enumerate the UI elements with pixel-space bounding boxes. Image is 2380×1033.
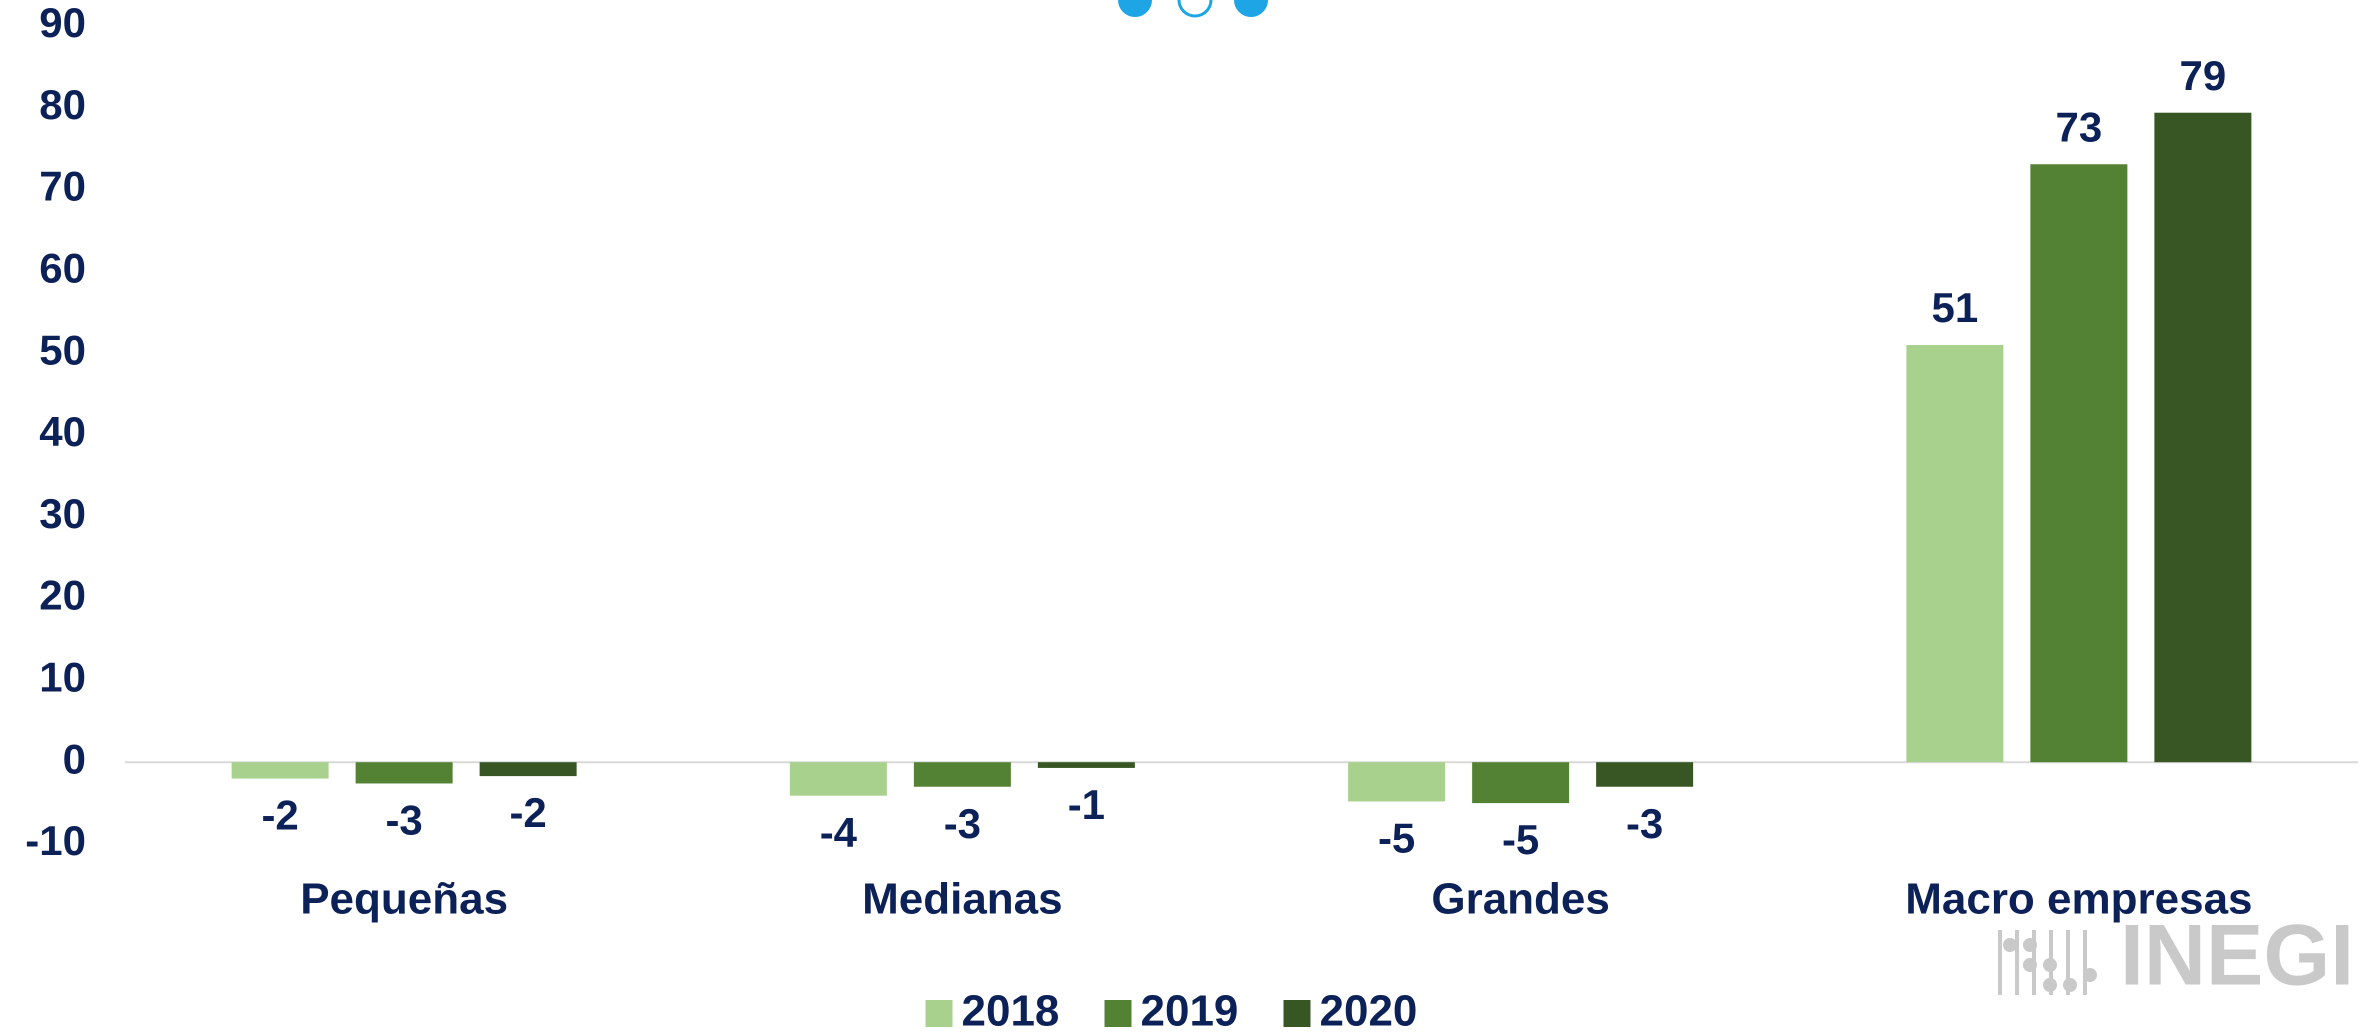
data-label: 73 (2056, 103, 2103, 150)
y-tick-label: 80 (39, 81, 86, 128)
y-tick-label: -10 (25, 817, 86, 864)
bar (2030, 164, 2128, 763)
x-tick-label: Grandes (1431, 875, 1610, 924)
bar (913, 762, 1011, 787)
bar (1037, 762, 1135, 768)
bar (231, 762, 329, 779)
bar (479, 762, 577, 777)
y-tick-label: 0 (63, 735, 86, 782)
dot[interactable] (1118, 0, 1152, 17)
y-tick-label: 50 (39, 326, 86, 373)
data-label: 51 (1932, 284, 1979, 331)
data-label: -3 (385, 797, 422, 844)
data-label: -3 (1626, 800, 1663, 847)
x-tick-label: Medianas (862, 875, 1063, 924)
y-tick-label: 30 (39, 490, 86, 537)
data-label: -1 (1068, 781, 1105, 828)
bar (2154, 112, 2252, 763)
data-label: 79 (2180, 52, 2227, 99)
legend-label: 2020 (1320, 987, 1418, 1033)
data-label: -5 (1502, 816, 1539, 863)
bar (1596, 762, 1694, 787)
data-label: -3 (944, 800, 981, 847)
y-tick-label: 20 (39, 572, 86, 619)
dot[interactable] (1177, 0, 1213, 18)
y-tick-label: 40 (39, 408, 86, 455)
legend-label: 2019 (1141, 987, 1239, 1033)
data-label: -2 (509, 789, 546, 836)
y-tick-label: 90 (39, 0, 86, 46)
legend-swatch (1283, 1000, 1311, 1027)
logo-icon (1998, 930, 2097, 995)
y-tick-label: 70 (39, 163, 86, 210)
bar (1906, 345, 2004, 763)
bar (1472, 762, 1570, 804)
x-tick-label: Pequeñas (300, 875, 508, 924)
logo-text: INEGI (2120, 908, 2354, 1004)
data-label: -5 (1378, 815, 1415, 862)
carousel-dots (1118, 0, 1268, 18)
bar (789, 762, 887, 796)
y-tick-label: 10 (39, 653, 86, 700)
bar (1348, 762, 1446, 802)
legend-swatch (925, 1000, 953, 1027)
legend-swatch (1104, 1000, 1132, 1027)
x-tick-label: Macro empresas (1905, 875, 2252, 924)
y-tick-label: 60 (39, 244, 86, 291)
data-label: -2 (261, 792, 298, 839)
legend-label: 2018 (962, 987, 1060, 1033)
dot[interactable] (1234, 0, 1268, 17)
bar (355, 762, 453, 784)
data-label: -4 (820, 809, 858, 856)
